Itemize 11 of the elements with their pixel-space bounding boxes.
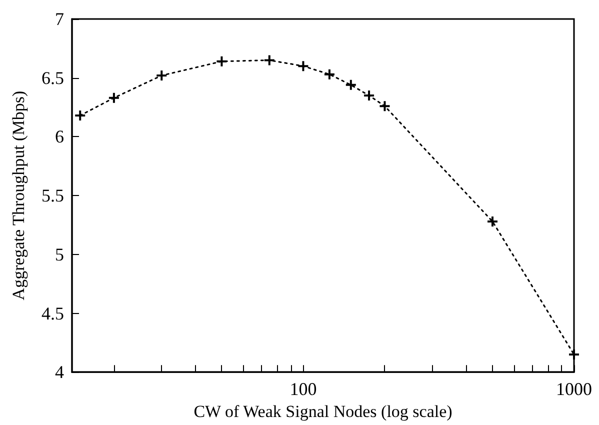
y-tick-label: 7 [55, 9, 64, 29]
y-tick-label: 5 [55, 244, 64, 264]
y-axis-title: Aggregate Throughput (Mbps) [9, 90, 28, 300]
y-tick-label: 6.5 [42, 68, 64, 88]
y-tick-label: 4 [55, 362, 64, 382]
x-tick-label: 100 [290, 379, 317, 400]
x-axis-title: CW of Weak Signal Nodes (log scale) [194, 402, 452, 421]
x-tick-label: 1000 [556, 379, 592, 400]
y-tick-label: 4.5 [42, 303, 64, 324]
y-tick-label: 6 [55, 126, 64, 147]
y-tick-label: 5.5 [42, 186, 64, 206]
